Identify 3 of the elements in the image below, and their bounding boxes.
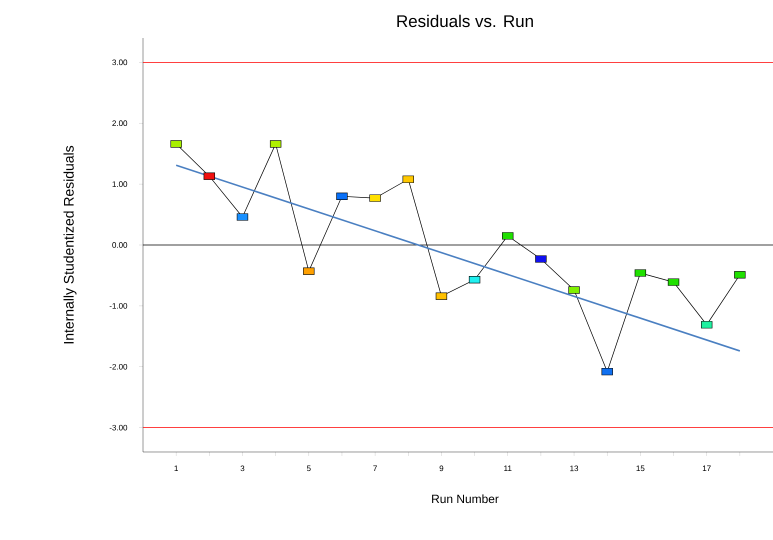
x-axis-title: Run Number [432, 494, 499, 504]
chart-title: Residuals vs. Run [397, 14, 533, 28]
y-axis-title: Internally Studentized Residuals [64, 146, 76, 344]
